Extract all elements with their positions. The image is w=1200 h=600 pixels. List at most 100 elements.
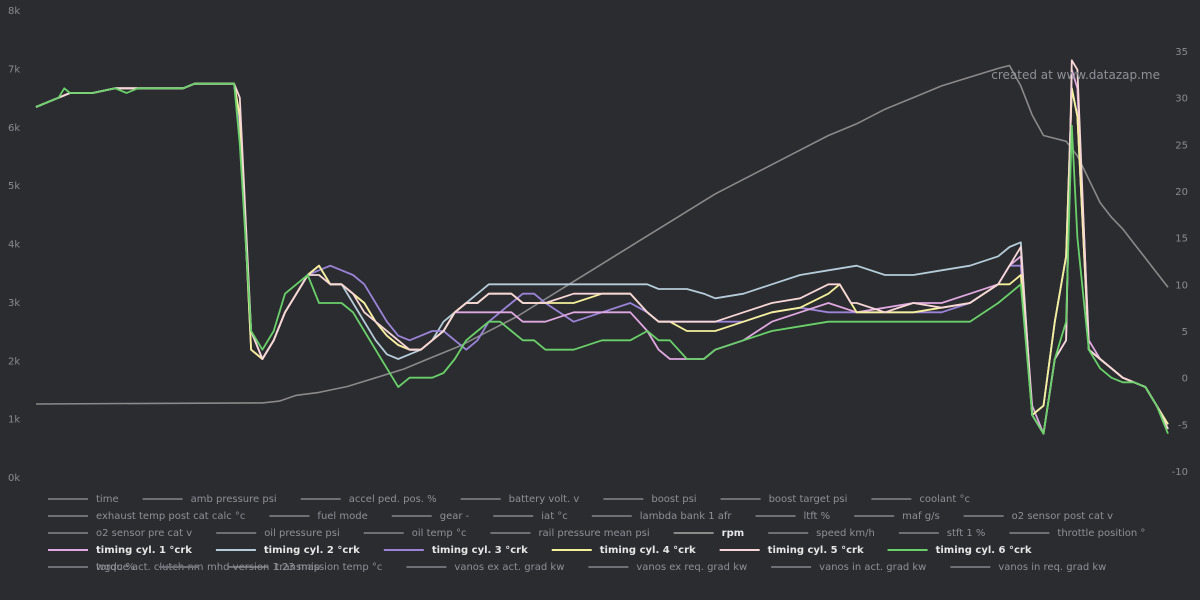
- left-axis: 0k 1k 2k 3k 4k 5k 6k 7k 8k: [8, 6, 20, 484]
- legend-label: vanos in act. grad kw: [819, 562, 926, 573]
- legend-item[interactable]: speed km/h: [768, 528, 875, 539]
- legend-item[interactable]: vanos in act. grad kw: [771, 562, 926, 573]
- legend-label: amb pressure psi: [191, 494, 277, 505]
- right-tick-label: 20: [1175, 187, 1188, 198]
- legend-label: throttle position °: [1057, 528, 1145, 539]
- right-axis: -10 -5 0 5 10 15 20 25 30 35: [1172, 47, 1188, 478]
- series-line-timing-cyl-3-crk: [35, 82, 1169, 425]
- legend-item[interactable]: battery volt. v: [460, 494, 580, 505]
- legend-label: oil temp °c: [412, 528, 467, 539]
- legend-item[interactable]: oil pressure psi: [216, 528, 340, 539]
- legend-item[interactable]: timing cyl. 2 °crk: [215, 545, 360, 556]
- legend-item[interactable]: stft 1 %: [898, 528, 986, 539]
- legend-item[interactable]: gear -: [391, 511, 470, 522]
- legend-label: rpm: [722, 528, 745, 539]
- legend-item[interactable]: timing cyl. 4 °crk: [551, 545, 696, 556]
- series-line-rpm: [35, 64, 1169, 405]
- right-tick-label: 25: [1175, 140, 1188, 151]
- legend-label: timing cyl. 5 °crk: [768, 545, 864, 556]
- legend-label: timing cyl. 6 °crk: [936, 545, 1032, 556]
- legend-label: vanos ex act. grad kw: [454, 562, 564, 573]
- left-tick-label: 4k: [8, 240, 20, 251]
- legend-item[interactable]: fuel mode: [269, 511, 368, 522]
- right-tick-label: -10: [1172, 467, 1188, 478]
- legend-label: wgdc %: [96, 562, 135, 573]
- legend-label: timing cyl. 3 °crk: [432, 545, 528, 556]
- legend-item[interactable]: boost psi: [603, 494, 697, 505]
- legend-item[interactable]: accel ped. pos. %: [300, 494, 437, 505]
- legend-item[interactable]: throttle position °: [1009, 528, 1145, 539]
- legend-label: vanos ex req. grad kw: [636, 562, 747, 573]
- legend-label: time: [96, 494, 119, 505]
- left-tick-label: 6k: [8, 123, 20, 134]
- legend-label: lambda bank 1 afr: [640, 511, 733, 522]
- legend-item[interactable]: oil temp °c: [363, 528, 467, 539]
- legend-label: o2 sensor post cat v: [1012, 511, 1113, 522]
- right-tick-label: -5: [1178, 420, 1188, 431]
- legend: time amb pressure psi accel ped. pos. % bat…: [48, 494, 1145, 573]
- legend-label: fuel mode: [317, 511, 367, 522]
- legend-item[interactable]: vanos ex req. grad kw: [588, 562, 747, 573]
- left-tick-label: 2k: [8, 356, 20, 367]
- legend-item[interactable]: wgdc %: [48, 562, 135, 573]
- series-line-timing-cyl-4-crk: [35, 82, 1169, 425]
- right-tick-label: 5: [1182, 327, 1188, 338]
- legend-label: timing cyl. 4 °crk: [600, 545, 696, 556]
- legend-label: exhaust temp post cat calc °c: [96, 511, 245, 522]
- legend-item[interactable]: vanos ex act. grad kw: [406, 562, 564, 573]
- legend-label: mhd version 1.23 map: [207, 562, 320, 573]
- legend-item[interactable]: exhaust temp post cat calc °c: [48, 511, 245, 522]
- legend-item[interactable]: iat °c: [493, 511, 568, 522]
- legend-item[interactable]: boost target psi: [720, 494, 848, 505]
- legend-item[interactable]: mhd version 1.23 map: [159, 562, 320, 573]
- legend-label: speed km/h: [816, 528, 875, 539]
- legend-label: timing cyl. 2 °crk: [264, 545, 360, 556]
- legend-item[interactable]: timing cyl. 3 °crk: [383, 545, 528, 556]
- left-tick-label: 5k: [8, 181, 20, 192]
- legend-label: stft 1 %: [947, 528, 986, 539]
- left-tick-label: 7k: [8, 64, 20, 75]
- legend-item[interactable]: rail pressure mean psi: [490, 528, 650, 539]
- legend-item[interactable]: amb pressure psi: [142, 494, 277, 505]
- left-tick-label: 8k: [8, 6, 20, 17]
- legend-item[interactable]: transmission temp °c: [227, 562, 383, 573]
- legend-item[interactable]: o2 sensor pre cat v: [48, 528, 192, 539]
- legend-item[interactable]: vanos in req. grad kw: [950, 562, 1106, 573]
- right-tick-label: 0: [1182, 374, 1188, 385]
- legend-label: maf g/s: [902, 511, 940, 522]
- legend-label: transmission temp °c: [276, 562, 383, 573]
- legend-label: boost target psi: [769, 494, 848, 505]
- legend-label: timing cyl. 1 °crk: [96, 545, 192, 556]
- legend-item[interactable]: ltft %: [755, 511, 831, 522]
- series-line-timing-cyl-1-crk: [35, 68, 1169, 435]
- legend-item[interactable]: coolant °c: [871, 494, 970, 505]
- legend-item[interactable]: timing cyl. 6 °crk: [887, 545, 1032, 556]
- legend-label: iat °c: [541, 511, 568, 522]
- watermark: created at www.datazap.me: [991, 68, 1160, 82]
- legend-label: battery volt. v: [509, 494, 580, 505]
- legend-label: o2 sensor pre cat v: [96, 528, 192, 539]
- legend-item[interactable]: timing cyl. 1 °crk: [48, 545, 192, 556]
- legend-item[interactable]: o2 sensor post cat v: [963, 511, 1113, 522]
- right-tick-label: 30: [1175, 94, 1188, 105]
- legend-label: vanos in req. grad kw: [998, 562, 1106, 573]
- legend-item[interactable]: lambda bank 1 afr: [591, 511, 733, 522]
- series-line-timing-cyl-2-crk: [35, 82, 1169, 425]
- right-tick-label: 10: [1175, 280, 1188, 291]
- right-tick-label: 15: [1175, 234, 1188, 245]
- legend-label: coolant °c: [919, 494, 970, 505]
- legend-label: boost psi: [651, 494, 696, 505]
- legend-label: gear -: [440, 511, 470, 522]
- legend-item[interactable]: timing cyl. 5 °crk: [719, 545, 864, 556]
- legend-item[interactable]: time: [48, 494, 119, 505]
- legend-label: ltft %: [804, 511, 831, 522]
- legend-item[interactable]: rpm: [673, 528, 745, 539]
- series-layer: [35, 59, 1169, 435]
- legend-label: oil pressure psi: [264, 528, 340, 539]
- legend-item[interactable]: maf g/s: [854, 511, 940, 522]
- right-tick-label: 35: [1175, 47, 1188, 58]
- legend-label: torque act. clutch nm: [96, 562, 204, 573]
- series-line-timing-cyl-5-crk: [35, 59, 1169, 435]
- legend-label: accel ped. pos. %: [349, 494, 437, 505]
